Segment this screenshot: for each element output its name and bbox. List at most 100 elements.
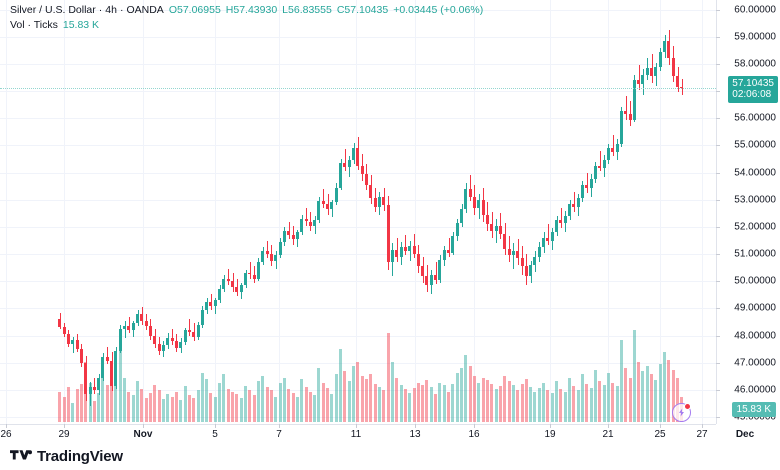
candle-body <box>495 225 498 231</box>
volume-bar <box>633 330 636 422</box>
volume-bar <box>499 386 502 422</box>
candle-wick <box>561 207 562 229</box>
volume-bar <box>387 333 390 422</box>
time-tick-mark <box>550 424 551 428</box>
price-tick-label: 52.00000 <box>734 221 776 233</box>
candle-body <box>335 187 338 203</box>
notification-dot-icon <box>684 403 691 410</box>
candle-body <box>119 328 122 351</box>
volume-bar <box>313 395 316 422</box>
volume-bar <box>352 366 355 422</box>
chart-plot-area[interactable] <box>0 0 716 424</box>
candle-body <box>339 163 342 188</box>
price-tick-label: 45.00000 <box>734 411 776 423</box>
price-tick-mark <box>716 254 720 255</box>
volume-bar <box>158 390 161 422</box>
candle-body <box>650 67 653 77</box>
candle-body <box>106 357 109 362</box>
volume-bar <box>192 397 195 422</box>
time-tick-mark <box>474 424 475 428</box>
zap-icon[interactable] <box>672 403 691 422</box>
candle-wick <box>125 320 126 339</box>
candle-body <box>166 338 169 346</box>
tradingview-logo[interactable]: TradingView <box>10 449 123 464</box>
gridline-h <box>0 37 716 38</box>
candle-body <box>516 251 519 259</box>
candle-body <box>253 274 256 279</box>
volume-bar <box>542 382 545 422</box>
volume-bar <box>430 387 433 422</box>
time-tick-label: 29 <box>58 429 70 440</box>
candle-wick <box>548 224 549 245</box>
volume-bar <box>672 369 675 422</box>
volume-value-badge[interactable]: 15.83 K <box>731 402 776 417</box>
candle-body <box>395 250 398 257</box>
volume-bar <box>330 394 333 422</box>
gridline-h <box>0 64 716 65</box>
candle-body <box>490 224 493 231</box>
gridline-h <box>0 118 716 119</box>
time-tick-mark <box>143 424 144 428</box>
candle-wick <box>90 381 91 407</box>
candle-body <box>348 160 351 168</box>
volume-bar <box>533 391 536 422</box>
volume-bar <box>676 377 679 422</box>
candle-body <box>374 198 377 207</box>
tradingview-wordmark: TradingView <box>37 448 123 465</box>
candle-body <box>447 250 450 253</box>
candle-wick <box>345 149 346 172</box>
gridline-v <box>550 0 551 424</box>
candle-body <box>235 286 238 293</box>
volume-bar <box>559 389 562 422</box>
current-price-badge[interactable]: 57.10435 02:06:08 <box>728 76 778 104</box>
candle-wick <box>405 235 406 256</box>
volume-bar <box>620 339 623 422</box>
volume-bar <box>646 366 649 422</box>
candle-body <box>361 165 364 174</box>
volume-bar <box>197 390 200 422</box>
volume-bar <box>469 366 472 422</box>
price-axis[interactable]: 60.0000059.0000058.0000057.0000056.00000… <box>716 0 780 424</box>
candle-wick <box>626 96 627 120</box>
volume-bar <box>616 386 619 422</box>
candle-body <box>572 203 575 207</box>
volume-bar <box>292 392 295 422</box>
volume-bar <box>516 390 519 422</box>
candle-body <box>322 201 325 204</box>
time-tick-label: 7 <box>276 429 282 440</box>
volume-bar <box>551 392 554 422</box>
candle-body <box>84 362 87 395</box>
candle-wick <box>574 191 575 212</box>
gridline-v <box>143 0 144 424</box>
volume-bar <box>110 366 113 422</box>
candle-body <box>404 247 407 252</box>
candle-body <box>201 309 204 325</box>
candle-body <box>654 66 657 77</box>
volume-bar <box>317 368 320 422</box>
candle-body <box>672 58 675 77</box>
price-tick-label: 50.00000 <box>734 275 776 287</box>
volume-bar <box>538 387 541 422</box>
candle-body <box>564 216 567 223</box>
candle-body <box>222 278 225 290</box>
candle-body <box>577 198 580 207</box>
price-tick-label: 55.00000 <box>734 139 776 151</box>
volume-bar <box>482 377 485 422</box>
candle-wick <box>306 207 307 226</box>
price-tick-label: 53.00000 <box>734 194 776 206</box>
time-tick-label: 16 <box>468 429 480 440</box>
candle-body <box>266 251 269 255</box>
time-axis[interactable]: 2629Nov5711131619212527Dec3 <box>0 424 780 446</box>
time-tick-mark <box>6 424 7 428</box>
volume-bar <box>171 396 174 422</box>
candle-body <box>343 163 346 168</box>
candle-body <box>80 349 83 363</box>
price-tick-mark <box>716 200 720 201</box>
candle-body <box>663 40 666 52</box>
candle-body <box>218 289 221 301</box>
price-tick-label: 49.00000 <box>734 302 776 314</box>
volume-bar <box>188 395 191 422</box>
volume-bar <box>447 391 450 422</box>
candle-body <box>603 160 606 169</box>
